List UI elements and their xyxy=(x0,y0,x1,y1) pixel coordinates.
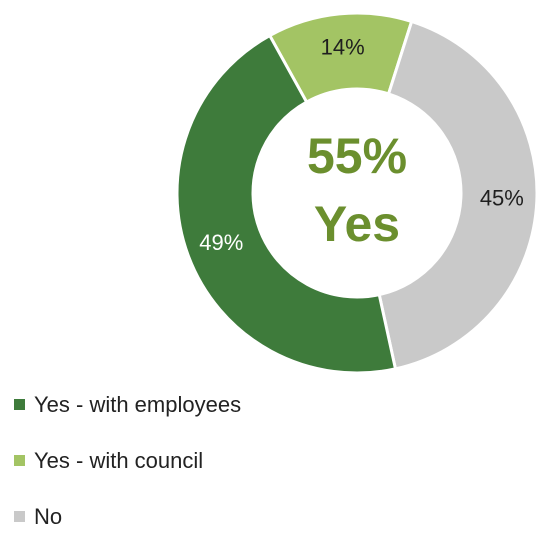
legend-item-yes-with-council[interactable]: Yes - with council xyxy=(14,447,241,474)
center-label-group: 55% Yes xyxy=(307,128,407,252)
data-labels-group: 14% 45% 49% xyxy=(199,35,524,255)
legend-label: Yes - with council xyxy=(34,447,204,473)
data-label-no: 45% xyxy=(480,186,524,211)
donut-chart: 14% 45% 49% 55% Yes xyxy=(175,11,536,375)
center-percent-label: 55% xyxy=(307,128,407,184)
legend-label: No xyxy=(34,503,63,529)
slices-group xyxy=(175,11,536,375)
center-yes-label: Yes xyxy=(314,196,400,252)
data-label-yes-with-employees: 49% xyxy=(199,230,243,255)
legend: Yes - with employees Yes - with council … xyxy=(14,391,241,559)
legend-swatch xyxy=(14,455,25,466)
slice-yes-with-employees[interactable] xyxy=(175,33,398,375)
legend-swatch xyxy=(14,511,25,522)
legend-item-yes-with-employees[interactable]: Yes - with employees xyxy=(14,391,241,418)
legend-swatch xyxy=(14,399,25,410)
data-label-yes-with-council: 14% xyxy=(321,35,365,60)
legend-item-no[interactable]: No xyxy=(14,503,241,530)
slice-no[interactable] xyxy=(377,19,536,371)
legend-label: Yes - with employees xyxy=(34,391,242,417)
